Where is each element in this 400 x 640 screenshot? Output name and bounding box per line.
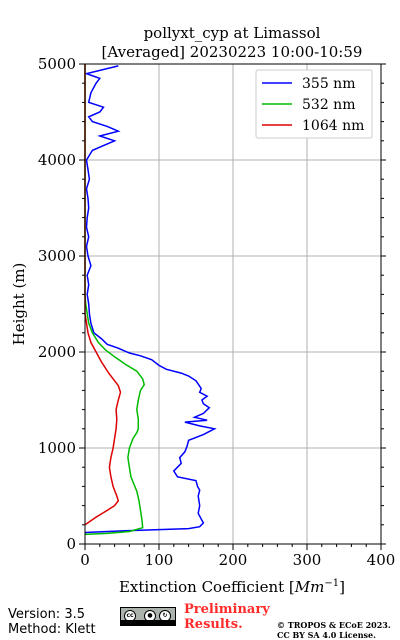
y-tick-label: 2000 xyxy=(38,343,76,361)
legend: 355 nm 532 nm 1064 nm xyxy=(255,69,373,139)
method-label: Method: Klett xyxy=(8,622,96,637)
x-axis-label: Extinction Coefficient [Mm−1] xyxy=(119,578,345,596)
chart-title: pollyxt_cyp at Limassol xyxy=(144,24,321,42)
x-tick-label: 200 xyxy=(219,551,248,569)
legend-box xyxy=(255,69,373,139)
x-tick-label: 300 xyxy=(293,551,322,569)
version-label: Version: 3.5 xyxy=(8,607,85,622)
y-tick-label: 1000 xyxy=(38,439,76,457)
y-tick-label: 4000 xyxy=(38,151,76,169)
series-lines xyxy=(83,64,217,536)
series-line-532-nm xyxy=(84,64,146,536)
series-line-1064-nm xyxy=(84,64,122,526)
x-tick-label: 400 xyxy=(367,551,396,569)
cc-license-icon: cc ● ↻ xyxy=(120,607,176,626)
cc-strip xyxy=(121,620,175,625)
copyright-line-2: CC BY SA 4.0 License. xyxy=(277,630,376,640)
y-tick-label: 0 xyxy=(66,535,76,553)
y-tick-label: 3000 xyxy=(38,247,76,265)
legend-label: 532 nm xyxy=(302,97,355,113)
preliminary-results-label: Preliminary Results. xyxy=(184,602,270,632)
x-tick-label: 100 xyxy=(145,551,174,569)
extinction-chart: pollyxt_cyp at Limassol [Averaged] 20230… xyxy=(10,24,396,596)
legend-label: 355 nm xyxy=(302,76,355,92)
y-tick-label: 5000 xyxy=(38,55,76,73)
copyright-line-1: © TROPOS & ECoE 2023. xyxy=(277,620,391,630)
y-axis-label: Height (m) xyxy=(10,263,28,346)
chart-subtitle: [Averaged] 20230223 10:00-10:59 xyxy=(102,43,363,61)
copyright-notice: © TROPOS & ECoE 2023. CC BY SA 4.0 Licen… xyxy=(277,620,397,640)
legend-label: 1064 nm xyxy=(302,118,364,134)
x-tick-label: 0 xyxy=(80,551,90,569)
series-line-355-nm xyxy=(83,65,217,534)
